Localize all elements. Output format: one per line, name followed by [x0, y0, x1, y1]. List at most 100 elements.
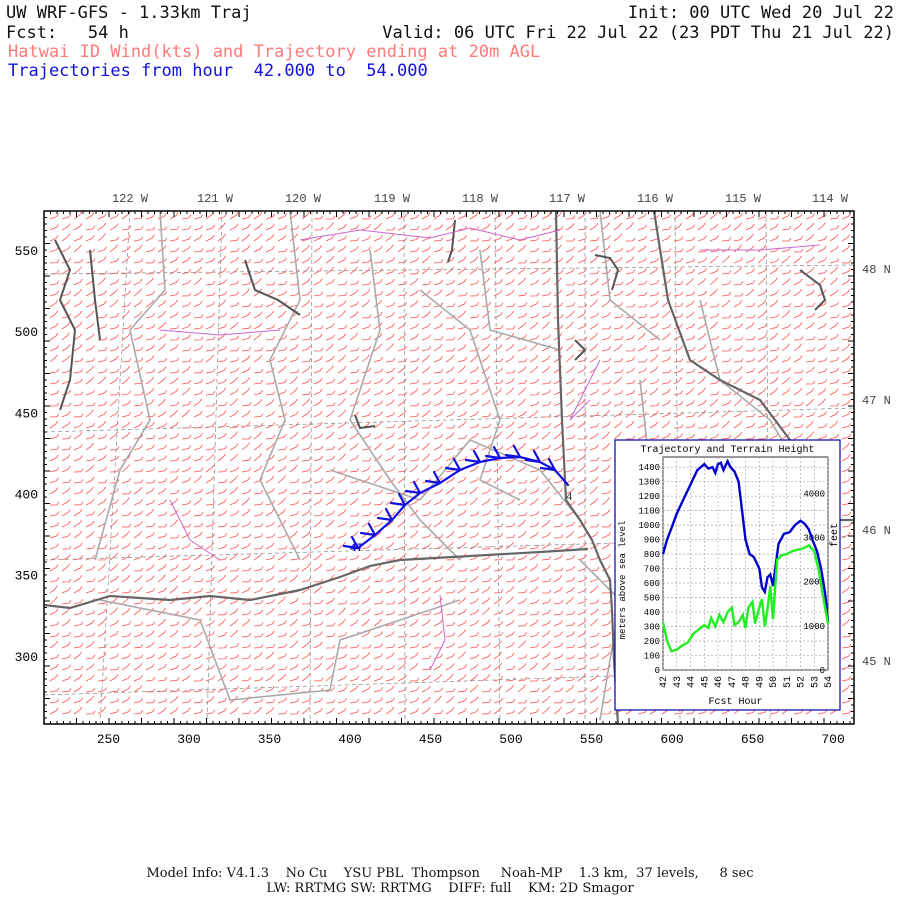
wind-barb [121, 511, 132, 517]
wind-barb [253, 413, 264, 418]
wind-barb [541, 257, 552, 264]
wind-barb [277, 673, 287, 682]
wind-barb [121, 324, 132, 330]
wind-barb [133, 244, 143, 253]
wind-barb [841, 663, 851, 671]
wind-barb [565, 343, 574, 352]
wind-barb [793, 248, 804, 253]
wind-barb [85, 578, 96, 583]
wind-barb [829, 289, 839, 297]
wind-barb [601, 542, 611, 550]
wind-barb [229, 212, 239, 220]
wind-barb [577, 398, 586, 407]
wind-barb [685, 423, 696, 429]
wind-barb [721, 420, 730, 429]
wind-barb [565, 365, 575, 374]
wind-barb [733, 398, 742, 407]
wind-barb [445, 325, 456, 330]
traj-to: 54.000 [366, 61, 428, 81]
model-info-line2: LW: RRTMG SW: RRTMG DIFF: full KM: 2D Sm… [266, 881, 634, 896]
wind-barb [97, 420, 107, 429]
wind-barb [745, 435, 756, 440]
wind-barb [445, 391, 456, 396]
wind-barb [553, 567, 564, 572]
wind-barb [433, 387, 443, 396]
wind-barb [505, 278, 515, 286]
wind-barb [229, 486, 239, 495]
wind-barb [313, 532, 324, 539]
wind-barb [481, 301, 492, 308]
wind-barb [61, 509, 71, 517]
wind-barb [109, 213, 119, 220]
wind-barb [193, 444, 203, 451]
wind-barb [685, 412, 696, 418]
wind-barb [325, 699, 336, 704]
wind-barb [229, 443, 239, 451]
wind-barb [325, 632, 336, 638]
wind-barb [277, 323, 287, 330]
wind-barb [193, 467, 204, 473]
wind-barb [745, 422, 756, 429]
x-tick-label: 250 [97, 732, 120, 747]
wind-barb [637, 313, 648, 319]
wind-barb [121, 653, 131, 660]
wind-barb [469, 445, 480, 451]
wind-barb [217, 222, 226, 231]
wind-barb [301, 577, 312, 583]
wind-barb [409, 632, 420, 638]
wind-barb [469, 325, 480, 330]
wind-barb [301, 345, 311, 352]
inset-y-tick-label: 200 [644, 637, 660, 647]
wind-barb [325, 554, 335, 561]
wind-barb [61, 587, 71, 594]
wind-barb [541, 564, 551, 572]
fcst-label: Fcst: [6, 23, 58, 43]
wind-barb [265, 554, 276, 561]
wind-barb [193, 631, 203, 638]
wind-barb [469, 432, 479, 440]
wind-barb [373, 631, 383, 638]
wind-barb [829, 314, 840, 319]
wind-barb [457, 642, 467, 649]
wind-barb [445, 314, 456, 319]
wind-barb [781, 212, 791, 220]
wind-barb [757, 255, 766, 264]
wind-barb [457, 256, 467, 264]
wind-barb [217, 478, 228, 484]
wind-barb [529, 522, 540, 528]
wind-barb [121, 245, 131, 253]
wind-barb [385, 444, 395, 451]
wind-barb [517, 640, 526, 649]
trajectory-range: Trajectories from hour 42.000 to 54.000 [8, 62, 428, 80]
wind-barb [373, 311, 383, 319]
wind-barb [517, 321, 527, 330]
wind-barb [469, 597, 479, 605]
wind-barb [217, 345, 228, 352]
wind-barb [313, 278, 323, 286]
wind-barb [265, 266, 275, 275]
wind-barb [409, 677, 420, 682]
wind-barb [421, 543, 431, 550]
wind-barb [469, 379, 480, 385]
wind-barb [397, 259, 408, 264]
wind-barb [349, 442, 359, 451]
wind-barb [553, 666, 564, 671]
wind-barb [49, 322, 59, 330]
wind-barb [421, 665, 432, 671]
wind-barb [169, 433, 179, 440]
longitude-label: 122 W [112, 192, 149, 206]
wind-barb [85, 619, 95, 627]
wind-barb [157, 587, 167, 594]
wind-barb [85, 674, 95, 682]
wind-barb [553, 674, 563, 682]
wind-barb [157, 618, 167, 627]
wind-barb [541, 422, 552, 429]
wind-barb [97, 575, 107, 583]
wind-barb [829, 233, 839, 242]
wind-barb [349, 489, 360, 495]
wind-barb [337, 281, 348, 286]
wind-barb [589, 355, 599, 363]
wind-barb [325, 334, 335, 341]
wind-barb [217, 387, 227, 396]
valid-time: Valid: 06 UTC Fri 22 Jul 22 (23 PDT Thu … [382, 23, 894, 43]
